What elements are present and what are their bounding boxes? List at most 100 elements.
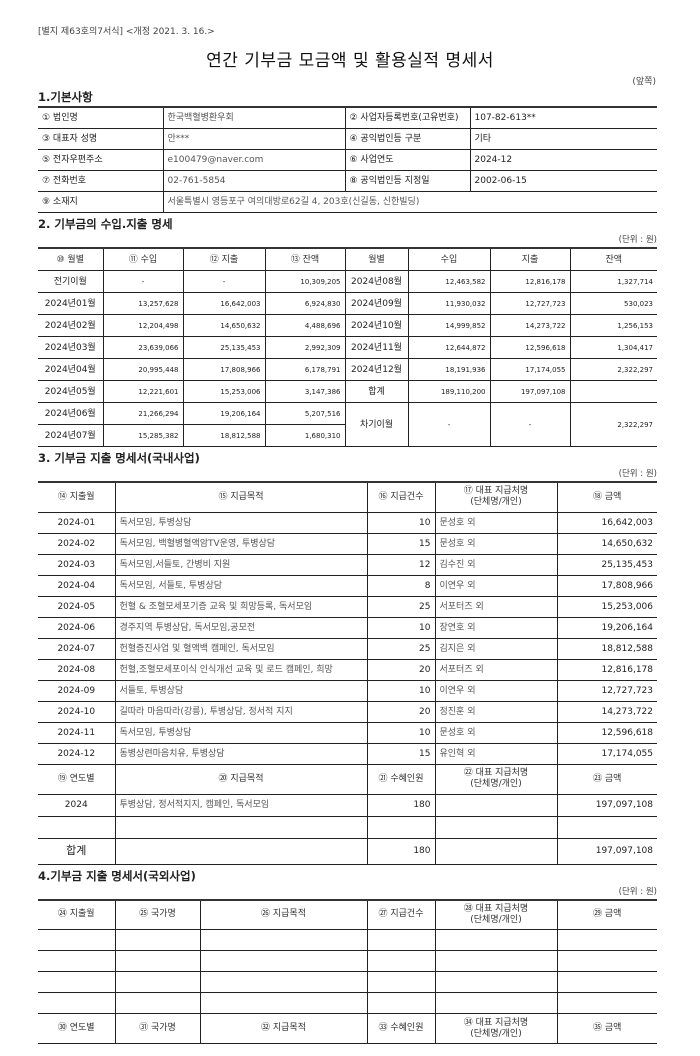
table-row: 2024년04월 20,995,448 17,808,966 6,178,791 202… [38,358,657,381]
column-header: ㉑ 수혜인원 [366,763,436,795]
header-text: ㉛ 국가명 [139,1023,176,1033]
amount-cell: 197,097,108 [556,793,657,817]
amount-cell: 15,285,382 [102,424,184,447]
payee-cell: 서포터즈 외 [434,658,558,681]
header-text: ㉜ 지급목적 [261,1023,306,1033]
header-row: ⑩ 월별 ⑪ 수입 ⑫ 지출 ⑬ 잔액 월별 수입 지출 잔액 [38,247,657,271]
header-text: ⑮ 지급목적 [218,491,264,502]
amount-cell: 12,816,178 [489,270,571,293]
header-text: ⑱ 금액 [593,491,622,502]
amount-cell: 13,257,628 [102,292,184,315]
count-cell: 8 [366,574,436,597]
amount-cell: 12,816,178 [556,658,657,681]
payee-cell: 이연우 외 [434,574,558,597]
empty-cell [199,950,368,972]
empty-cell [556,971,657,993]
year-cell: 2024 [38,793,116,817]
payee-cell [434,793,558,817]
purpose-cell: 독서모임, 투병상담 [114,511,368,534]
amount-cell: 1,327,714 [569,270,657,293]
field-value: 기타 [469,128,657,150]
month-cell: 2024-11 [38,721,116,744]
header-text: ⑳ 지급목적 [218,773,264,784]
payee-cell: 정진훈 외 [434,700,558,723]
month-cell: 2024-01 [38,511,116,534]
amount-cell: 14,999,852 [407,314,491,337]
header-row: ㉔ 지출월 ㉕ 국가명 ㉖ 지급목적 ㉗ 지급건수 ㉘ 대표 지급처명 (단체명/개인)… [38,899,657,930]
column-header: ㉖ 지급목적 [199,899,368,930]
field-value: 한국백혈병환우회 [162,106,346,129]
recipients-cell [366,815,436,839]
column-header: ⑬ 잔액 [264,247,346,271]
table-row: 2024년03월 23,639,066 25,135,453 2,992,309 202… [38,336,657,359]
table-row: ③ 대표자 성명 안*** ④ 공익법인등 구분 기타 [38,128,657,150]
column-header: ⑯ 지급건수 [366,481,436,513]
table-row: 2024-09 서들토, 투병상담 10 이연우 외 12,727,723 [38,679,657,702]
table-row: 2024-08 헌혈,조혈모세포이식 인식개선 교육 및 로드 캠페인, 희망 20… [38,658,657,681]
table-row: 2024년01월 13,257,628 16,642,003 6,924,830 202… [38,292,657,315]
empty-cell [38,929,116,951]
empty-cell [366,950,436,972]
amount-cell: - [407,402,491,447]
amount-cell: 12,221,601 [102,380,184,403]
header-text: ⑭ 지출월 [57,491,95,502]
table-row: 2024-07 헌혈증진사업 및 혈액백 캠페인, 독서모임 25 김지은 외 18,8… [38,637,657,660]
header-text: ㉚ 연도별 [57,1023,95,1033]
empty-cell [366,992,436,1014]
empty-cell [434,929,558,951]
amount-cell: 19,206,164 [556,616,657,639]
total-cell [114,837,368,865]
empty-row [38,929,657,951]
table-row: 2024-06 경주지역 투병상담, 독서모임,공모전 10 장연호 외 19,206,… [38,616,657,639]
purpose-cell: 서들토, 투병상담 [114,679,368,702]
field-value: e100479@naver.com [162,149,346,171]
field-label: ① 법인명 [38,106,164,129]
table-row: 2024-11 독서모임, 투병상담 10 문성호 외 12,596,618 [38,721,657,744]
amount-cell: 18,812,588 [182,424,266,447]
amount-cell [569,380,657,403]
column-header: ㉔ 지출월 [38,899,116,930]
field-label: ③ 대표자 성명 [38,128,164,150]
amount-cell: 15,253,006 [182,380,266,403]
column-header: 지출 [489,247,571,271]
amount-cell: 2,322,297 [569,358,657,381]
amount-cell: - [102,270,184,293]
count-cell: 10 [366,616,436,639]
amount-cell: 17,808,966 [556,574,657,597]
amount-cell: 189,110,200 [407,380,491,403]
field-label: ⑨ 소재지 [38,191,164,213]
header-text: ㉔ 지출월 [57,909,95,920]
purpose-cell: 경주지역 투병상담, 독서모임,공모전 [114,616,368,639]
count-cell: 10 [366,721,436,744]
count-cell: 25 [366,637,436,660]
amount-cell: 14,650,632 [182,314,266,337]
table-row: 2024-01 독서모임, 투병상담 10 문성호 외 16,642,003 [38,511,657,534]
empty-cell [114,950,201,972]
section-title: 3. 기부금 지출 명세서(국내사업) [38,451,200,465]
section-overseas-expense: 4.기부금 지출 명세서(국외사업) (단위 : 원) ㉔ 지출월 ㉕ 국가명 ㉖ … [38,867,657,1044]
amount-cell: 5,207,516 [264,402,346,425]
amount-cell: 17,174,055 [489,358,571,381]
purpose-cell: 투병상담, 정서적지지, 캠페인, 독서모임 [114,793,368,817]
month-label: 2024년12월 [344,358,409,381]
count-cell: 12 [366,553,436,576]
payee-cell: 김수진 외 [434,553,558,576]
amount-cell: 12,463,582 [407,270,491,293]
month-cell: 2024-07 [38,637,116,660]
column-header: ㉙ 금액 [556,899,657,930]
domestic-expense-table: ⑭ 지출월 ⑮ 지급목적 ⑯ 지급건수 ⑰ 대표 지급처명 (단체명/개인) ⑱ 금액 2… [38,481,657,865]
table-row: ⑦ 전화번호 02-761-5854 ⑧ 공익법인등 지정일 2002-06-15 [38,170,657,192]
column-header: ㉘ 대표 지급처명 (단체명/개인) [434,899,558,930]
header-text: ㉓ 금액 [593,773,622,784]
empty-cell [114,929,201,951]
amount-cell: 530,023 [569,292,657,315]
carry-label: 차기이월 [344,402,409,447]
month-label: 전기이월 [38,270,104,293]
table-row: ⑨ 소재지 서울특별시 영등포구 여의대방로62길 4, 203호(신길동, 신한… [38,191,657,213]
column-header: 수입 [407,247,491,271]
payee-cell: 유인혁 외 [434,742,558,765]
table-row: 2024-03 독서모임,서들토, 간병비 지원 12 김수진 외 25,135,453 [38,553,657,576]
purpose-cell: 독서모임, 백혈병혈액암TV운영, 투병상담 [114,532,368,555]
overseas-expense-table: ㉔ 지출월 ㉕ 국가명 ㉖ 지급목적 ㉗ 지급건수 ㉘ 대표 지급처명 (단체명/개인)… [38,898,657,1044]
